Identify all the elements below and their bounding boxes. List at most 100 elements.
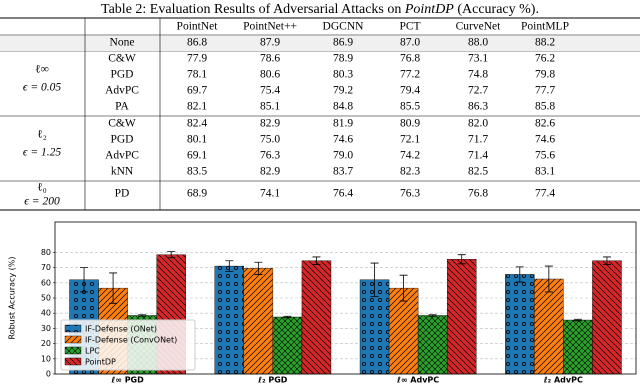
table-cell: 74.6 [333,134,353,146]
error-bar [254,261,263,275]
x-tick-label: ℓ₂ AdvPC [543,376,583,384]
bar-hatch [418,315,448,374]
legend-label: IF-Defense (ONet) [85,325,157,334]
y-tick-label: 80 [41,248,51,257]
table-cell: 86.3 [468,101,488,113]
error-bar [80,267,89,293]
error-bar [167,251,176,259]
table-cell: AdvPC [105,85,139,97]
table-cell: 72.1 [400,134,420,146]
table-cell: 80.3 [333,69,353,81]
table-cell: 76.4 [333,188,353,200]
error-bar [573,318,582,322]
group-label: ϵ = 1.25 [23,147,62,159]
table-cell: 77.7 [535,85,555,97]
caption-text: (Accuracy %). [454,2,539,17]
table-cell: 79.2 [333,85,353,97]
error-bar [283,315,292,319]
table-cell: 85.1 [260,101,280,113]
table-cell: 78.6 [260,53,280,65]
table-cell: 71.7 [468,134,488,146]
table-cell: 76.2 [535,53,555,65]
column-header: PointNet++ [243,21,297,33]
x-tick-label: ℓ∞ PGD [110,376,144,384]
table-cell: 75.0 [260,134,280,146]
table-cell: 86.9 [333,37,353,49]
y-tick-label: 20 [41,339,51,348]
table-cell: 73.1 [468,53,488,65]
table-cell: 68.9 [187,188,207,200]
table-cell: 74.2 [400,150,420,162]
y-tick-label: 10 [41,354,51,363]
group-label: ϵ = 0.05 [23,82,62,94]
error-bar [544,265,553,293]
table-cell: 71.4 [468,150,488,162]
table-cell: 78.1 [187,69,207,81]
table-cell: 80.1 [187,134,207,146]
table-cell: 82.1 [187,101,207,113]
table-cell: 76.3 [400,188,420,200]
table-cell: None [110,37,135,49]
table-cell: 81.9 [333,118,353,130]
table-cell: AdvPC [105,150,139,162]
bar-hatch [563,320,593,374]
table-cell: 86.8 [187,37,207,49]
error-bar [225,260,234,272]
table-cell: PD [115,188,130,200]
error-bar [138,314,147,317]
column-header: PCT [399,21,420,33]
legend-label: PointDP [85,358,116,367]
table-cell: 83.7 [333,166,353,178]
table-cell: 77.2 [400,69,420,81]
legend-hatch [65,358,81,365]
table-cell: 82.0 [468,118,488,130]
bar-hatch [272,317,302,374]
legend-hatch [65,325,81,332]
group-label: ϵ = 200 [24,196,60,208]
table-cell: 78.9 [333,53,353,65]
y-axis-label: Robust Accuracy (%) [8,257,17,340]
table-cell: 75.6 [535,150,555,162]
bar-hatch [214,266,244,374]
error-bar [399,274,408,302]
table-cell: 87.9 [260,37,280,49]
table-cell: 74.8 [468,69,488,81]
table-cell: 77.4 [535,188,555,200]
table-cell: 88.0 [468,37,488,49]
table-cell: 79.4 [400,85,420,97]
table-cell: 84.8 [333,101,353,113]
legend-hatch [65,336,81,343]
table-cell: C&W [108,53,136,65]
y-tick-label: 70 [41,263,51,272]
table-cell: 85.8 [535,101,555,113]
legend-hatch [65,347,81,354]
y-tick-label: 30 [41,324,51,333]
table-cell: 83.1 [535,166,555,178]
bar-hatch [389,288,419,374]
error-bar [428,314,437,317]
table-cell: 79.8 [535,69,555,81]
table-caption: Table 2: Evaluation Results of Adversari… [101,2,539,17]
bar-hatch [592,260,622,374]
legend-label: IF-Defense (ConvONet) [85,336,177,345]
bar-hatch [505,274,535,374]
table-cell: 79.0 [333,150,353,162]
bar-hatch [301,260,331,374]
group-label: ℓ₂ [37,129,47,141]
column-header: PointNet [177,21,219,33]
table-cell: 77.9 [187,53,207,65]
table-cell: 82.6 [535,118,555,130]
error-bar [515,266,524,283]
table-cell: 82.5 [468,166,488,178]
bar-hatch [447,259,477,374]
plot-frame [54,221,637,375]
bar-hatch [534,279,564,374]
x-tick-label: ℓ₂ PGD [257,376,287,384]
table-cell: 69.7 [187,85,207,97]
caption-text: Table 2: Evaluation Results of Adversari… [101,2,405,17]
table-cell: 74.6 [535,134,555,146]
table-cell: 85.5 [400,101,420,113]
column-header: CurveNet [456,21,502,33]
